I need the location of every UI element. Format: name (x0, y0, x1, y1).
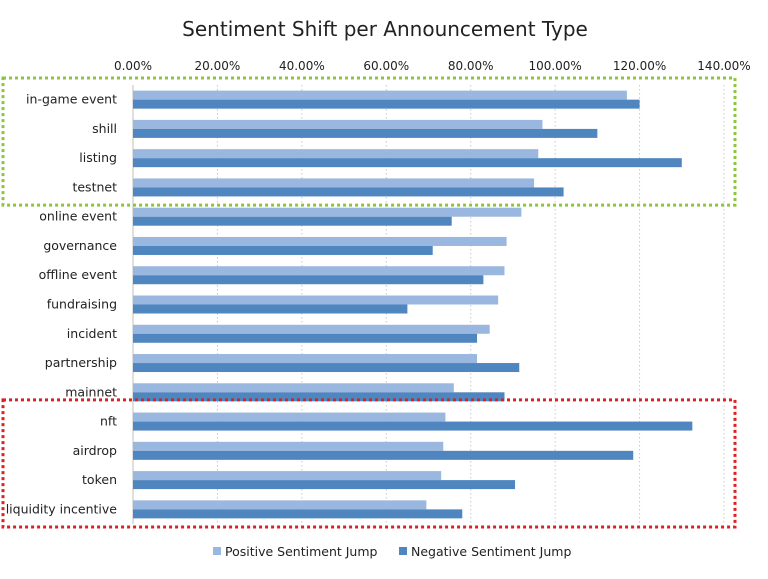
x-tick-label: 80.00% (448, 59, 494, 73)
x-tick-label: 140.00% (697, 59, 750, 73)
category-label: shill (92, 121, 117, 136)
bar-positive (133, 383, 454, 393)
x-tick-label: 100.00% (528, 59, 581, 73)
bar-negative (133, 304, 408, 314)
category-label: offline event (39, 267, 117, 282)
bar-positive (133, 471, 442, 481)
chart-title: Sentiment Shift per Announcement Type (182, 17, 588, 41)
bar-positive (133, 178, 535, 188)
highlight-box (1, 76, 737, 207)
category-label: in-game event (26, 92, 117, 107)
bar-negative (133, 392, 505, 402)
highlight-boxes (1, 76, 737, 529)
category-label: nft (100, 414, 117, 429)
bar-positive (133, 207, 522, 217)
legend-label: Positive Sentiment Jump (225, 544, 378, 559)
category-labels: in-game event shill listing testnet online e… (6, 92, 118, 517)
category-label: token (82, 472, 117, 487)
bar-negative (133, 421, 693, 431)
bar-positive (133, 500, 427, 510)
category-label: incident (67, 326, 117, 341)
bar-negative (133, 99, 640, 109)
bar-positive (133, 354, 478, 364)
bar-negative (133, 187, 564, 197)
category-label: fundraising (47, 297, 117, 312)
legend-label: Negative Sentiment Jump (411, 544, 571, 559)
bars (133, 90, 693, 519)
bar-negative (133, 275, 484, 285)
bar-negative (133, 158, 682, 168)
bar-positive (133, 90, 627, 100)
category-label: testnet (72, 179, 117, 194)
bar-positive (133, 295, 499, 305)
category-label: liquidity incentive (6, 501, 118, 516)
bar-negative (133, 509, 463, 519)
x-tick-label: 20.00% (195, 59, 241, 73)
bar-positive (133, 441, 444, 451)
bar-negative (133, 128, 598, 138)
bar-negative (133, 450, 634, 460)
legend-swatch (399, 547, 407, 555)
bar-negative (133, 245, 433, 255)
bar-negative (133, 363, 520, 373)
x-tick-label: 0.00% (114, 59, 152, 73)
category-label: listing (79, 150, 117, 165)
bar-positive (133, 324, 490, 334)
bar-positive (133, 266, 505, 276)
bar-positive (133, 412, 446, 422)
bar-positive (133, 149, 539, 159)
x-tick-label: 120.00% (613, 59, 666, 73)
bar-negative (133, 216, 452, 226)
bar-positive (133, 236, 507, 246)
x-tick-label: 40.00% (279, 59, 325, 73)
category-label: mainnet (65, 384, 117, 399)
legend-swatch (213, 547, 221, 555)
bar-positive (133, 119, 543, 129)
legend: Positive Sentiment Jump Negative Sentimen… (213, 544, 571, 559)
x-axis-ticks: 0.00% 20.00% 40.00% 60.00% 80.00% 100.00% 120.… (114, 59, 751, 73)
bar-negative (133, 480, 516, 490)
category-label: governance (43, 238, 117, 253)
category-label: online event (39, 209, 117, 224)
category-label: partnership (45, 355, 117, 370)
bar-negative (133, 333, 478, 343)
x-tick-label: 60.00% (363, 59, 409, 73)
highlight-box (1, 398, 737, 529)
category-label: airdrop (73, 443, 117, 458)
